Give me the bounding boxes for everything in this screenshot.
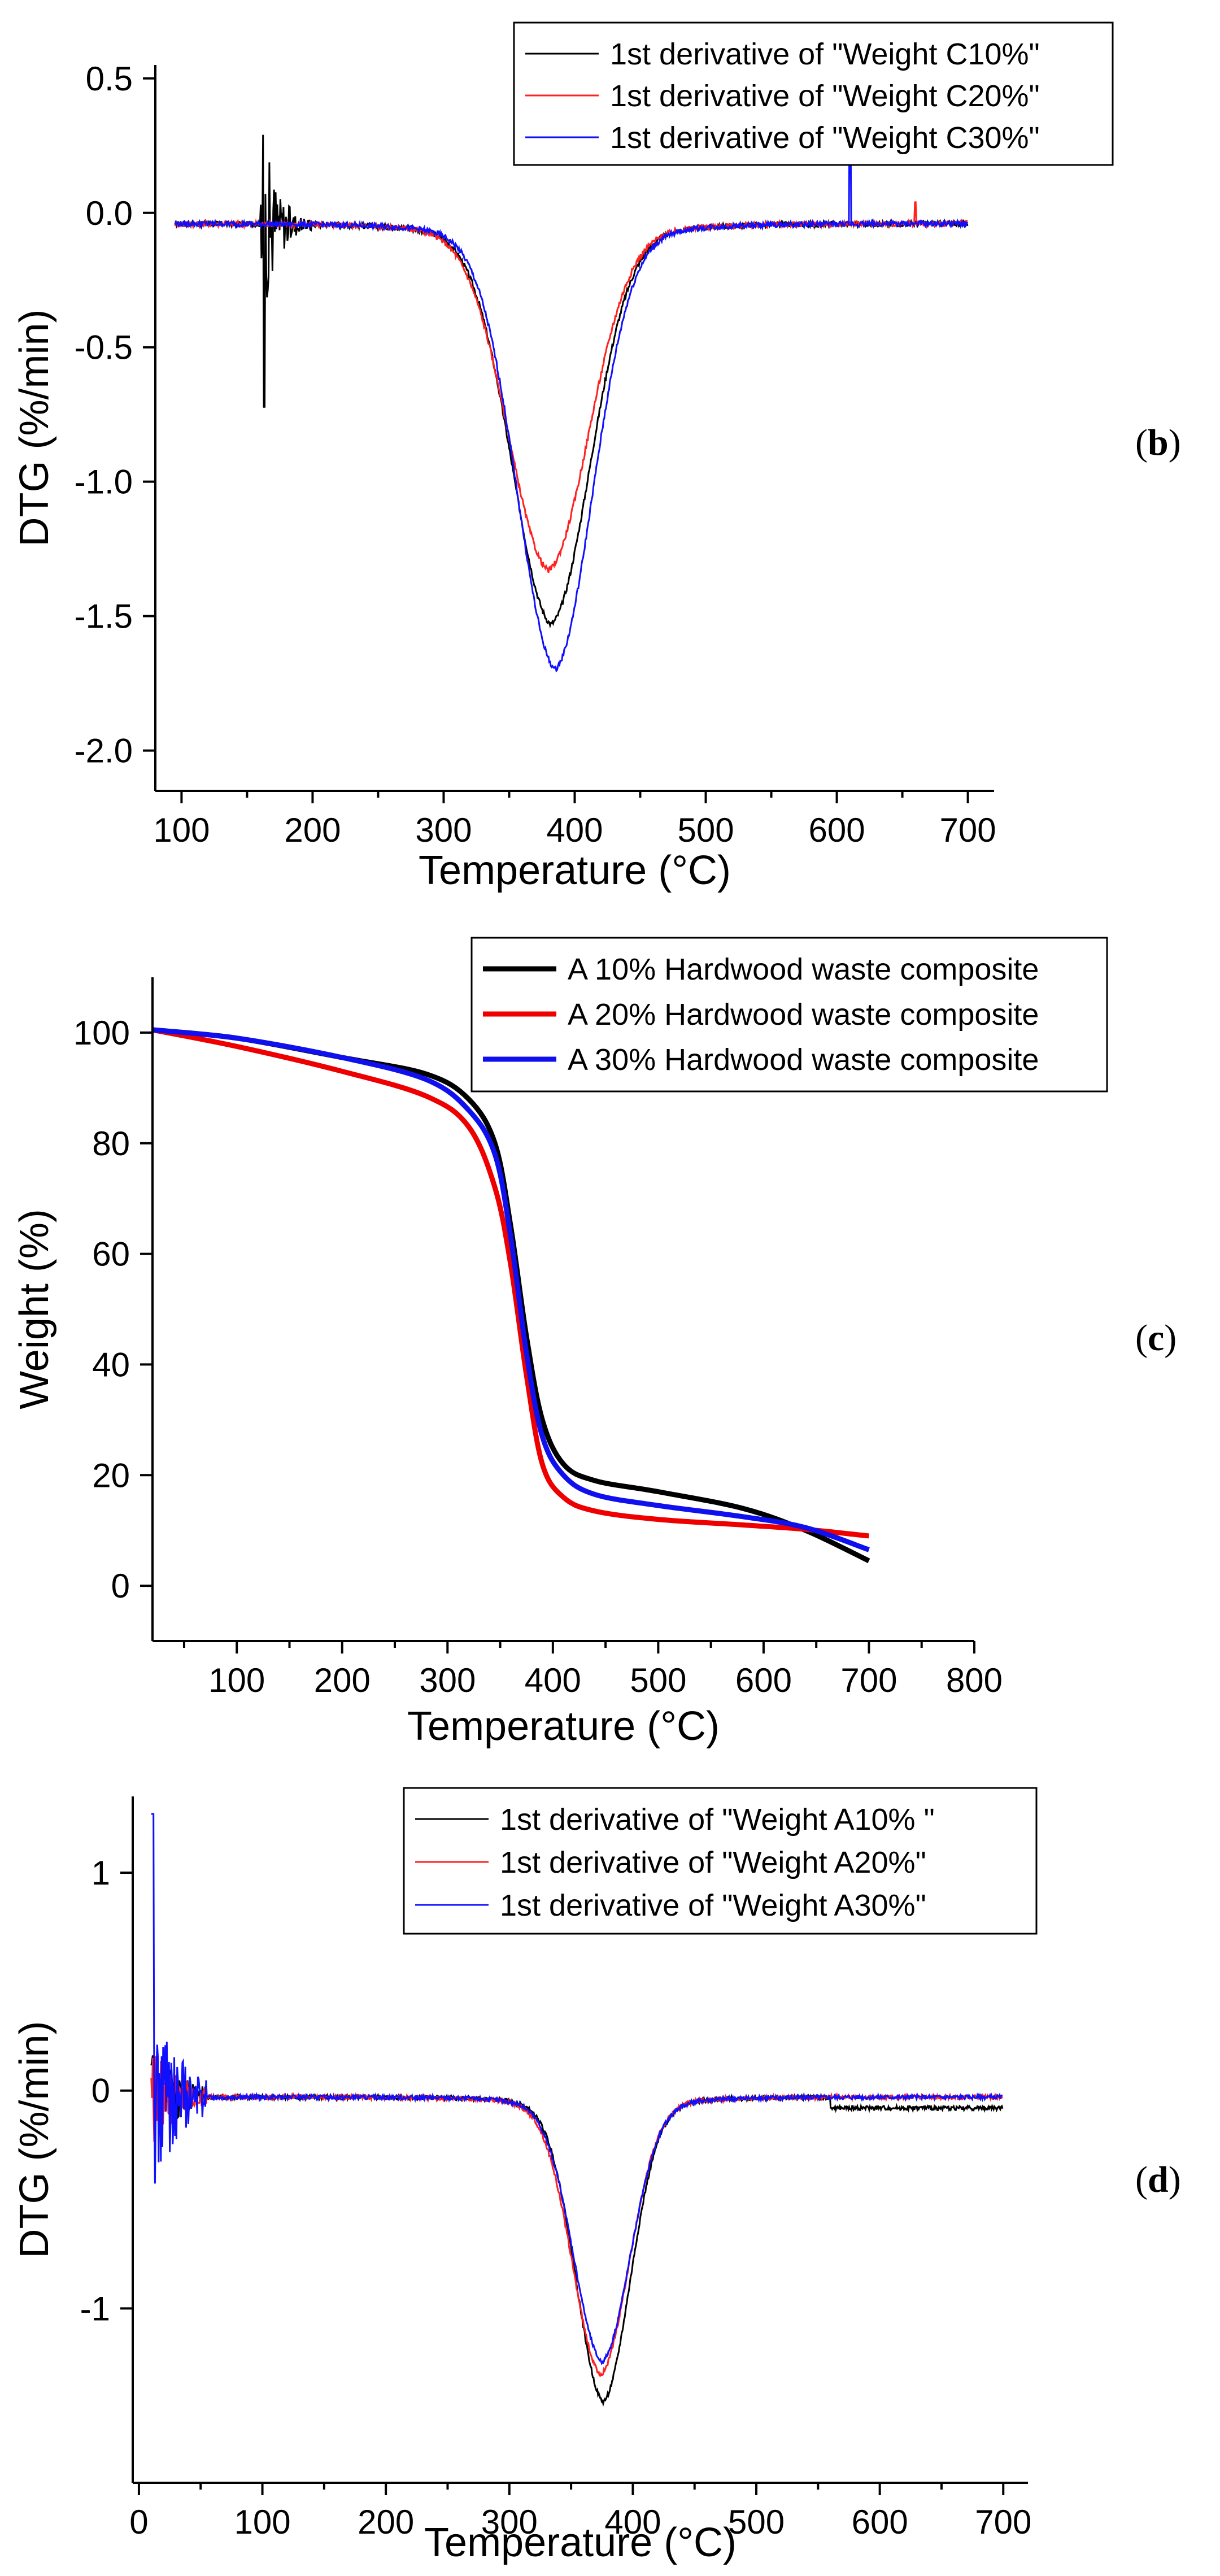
series-group xyxy=(152,1027,870,1564)
legend-label-2: 1st derivative of "Weight A20%" xyxy=(500,1846,926,1879)
y-tick-label: 80 xyxy=(92,1125,130,1163)
y-tick-label: 1 xyxy=(91,1854,110,1892)
legend-label-1: 1st derivative of "Weight C10%" xyxy=(610,37,1040,71)
series-line-1 xyxy=(152,1027,870,1564)
chart-panel-d: 0 100 200 300 400 500 600 700 1 0 -1 Temperature (°… xyxy=(0,1763,1220,2576)
x-tick-label: 400 xyxy=(604,2503,661,2541)
x-tick-label: 700 xyxy=(975,2503,1031,2541)
series-line-2 xyxy=(152,1027,869,1539)
x-tick-label: 300 xyxy=(415,811,472,849)
x-tick-label: 100 xyxy=(234,2503,290,2541)
dtg-a-chart: 0 100 200 300 400 500 600 700 1 0 -1 Temperature (°… xyxy=(12,1787,1181,2565)
series-line-2 xyxy=(150,2056,1004,2377)
series-line-3 xyxy=(151,1813,1003,2366)
series-group xyxy=(150,1813,1004,2407)
x-tick-label: 700 xyxy=(940,811,996,849)
plot-area-c xyxy=(152,1027,870,1564)
legend-label-2: A 20% Hardwood waste composite xyxy=(568,998,1039,1032)
x-tick-label: 500 xyxy=(630,1661,686,1699)
series-line-3 xyxy=(174,102,969,673)
x-tick-label: 800 xyxy=(946,1661,1003,1699)
x-tick-label: 200 xyxy=(284,811,341,849)
x-tick-label: 600 xyxy=(809,811,865,849)
x-tick-label: 600 xyxy=(735,1661,792,1699)
x-tick-label: 200 xyxy=(358,2503,414,2541)
x-tick-label: 200 xyxy=(314,1661,371,1699)
x-tick-label: 100 xyxy=(153,811,210,849)
y-tick-label: 0 xyxy=(111,1567,130,1605)
legend-label-3: 1st derivative of "Weight A30%" xyxy=(500,1889,926,1922)
plot-area-b xyxy=(174,102,969,673)
plot-area-d xyxy=(150,1813,1004,2407)
legend-box xyxy=(513,21,1114,166)
x-axis-title: Temperature (°C) xyxy=(419,848,731,893)
y-tick-label: -2.0 xyxy=(75,732,133,770)
x-tick-label: 400 xyxy=(546,811,603,849)
y-tick-label: -1 xyxy=(80,2290,110,2327)
x-tick-label: 100 xyxy=(208,1661,265,1699)
series-line-1 xyxy=(150,2055,1004,2407)
y-axis-title: Weight (%) xyxy=(12,1209,57,1409)
x-tick-label: 500 xyxy=(677,811,734,849)
panel-label: (c) xyxy=(1135,1317,1177,1359)
series-line-2 xyxy=(174,201,968,573)
y-tick-label: -0.5 xyxy=(75,329,133,367)
y-tick-label: -1.5 xyxy=(75,598,133,636)
legend-box xyxy=(403,1787,1038,1935)
series-group xyxy=(174,102,969,673)
y-tick-label: 40 xyxy=(92,1346,130,1383)
y-tick-label: 0.0 xyxy=(86,194,133,232)
series-line-3 xyxy=(152,1027,870,1552)
y-tick-label: -1.0 xyxy=(75,463,133,501)
chart-panel-c: 100 200 300 400 500 600 700 800 0 20 40 60 80 100 Temp… xyxy=(0,915,1220,1763)
y-tick-label: 20 xyxy=(92,1456,130,1494)
legend-label-3: A 30% Hardwood waste composite xyxy=(568,1043,1039,1077)
y-tick-label: 100 xyxy=(73,1014,130,1052)
x-tick-label: 300 xyxy=(481,2503,538,2541)
chart-panel-b: 100 200 300 400 500 600 700 0.5 0.0 -0.5 -1.0 -1.5 -… xyxy=(0,0,1220,915)
x-tick-label: 400 xyxy=(525,1661,581,1699)
x-tick-label: 500 xyxy=(728,2503,785,2541)
legend-label-1: 1st derivative of "Weight A10% " xyxy=(500,1803,935,1837)
x-axis-title: Temperature (°C) xyxy=(424,2520,737,2565)
x-tick-label: 700 xyxy=(840,1661,897,1699)
x-tick-label: 0 xyxy=(129,2503,148,2541)
panel-label: (b) xyxy=(1135,422,1181,463)
legend-label-1: A 10% Hardwood waste composite xyxy=(568,952,1039,986)
legend-box xyxy=(470,937,1108,1093)
y-tick-label: 60 xyxy=(92,1235,130,1273)
legend-label-2: 1st derivative of "Weight C20%" xyxy=(610,79,1040,113)
y-axis-title: DTG (%/min) xyxy=(12,2021,57,2259)
panel-label: (d) xyxy=(1135,2159,1181,2200)
dtg-c-chart: 100 200 300 400 500 600 700 0.5 0.0 -0.5 -1.0 -1.5 -… xyxy=(12,21,1181,893)
weight-a-chart: 100 200 300 400 500 600 700 800 0 20 40 60 80 100 Temp… xyxy=(12,937,1177,1749)
y-tick-label: 0 xyxy=(91,2072,110,2110)
x-tick-label: 300 xyxy=(419,1661,476,1699)
x-tick-label: 600 xyxy=(852,2503,908,2541)
legend-label-3: 1st derivative of "Weight C30%" xyxy=(610,121,1040,155)
y-tick-label: 0.5 xyxy=(86,60,133,98)
y-axis-title: DTG (%/min) xyxy=(12,310,57,547)
x-axis-title: Temperature (°C) xyxy=(407,1704,720,1749)
